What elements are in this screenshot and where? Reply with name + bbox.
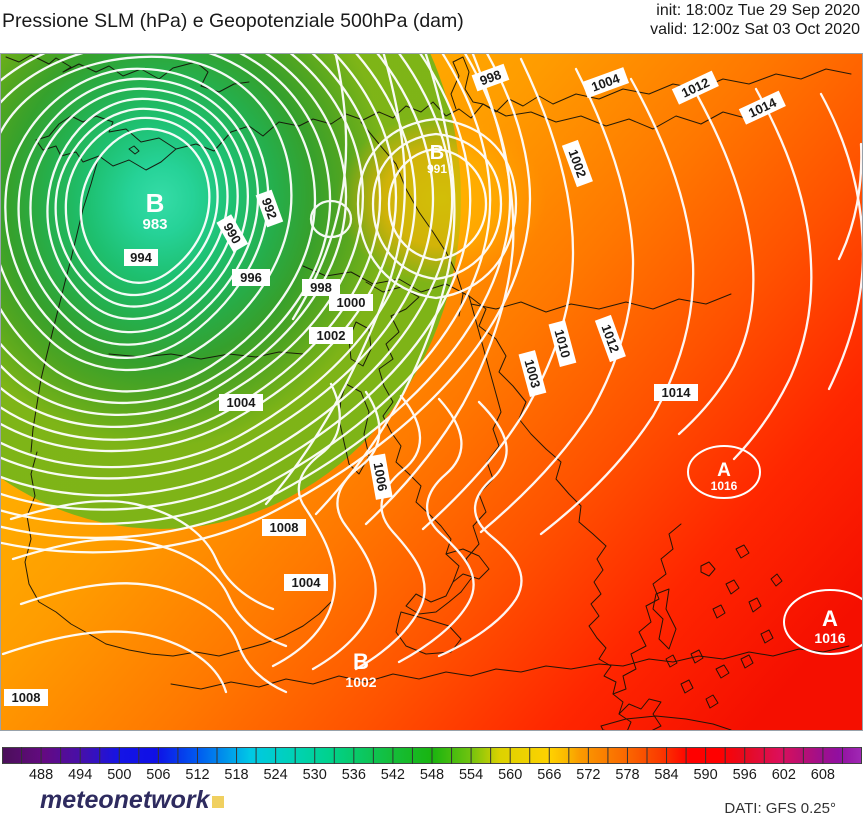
svg-text:1002: 1002 xyxy=(345,674,376,690)
svg-text:994: 994 xyxy=(130,250,152,265)
svg-text:1016: 1016 xyxy=(814,630,845,646)
svg-text:B: B xyxy=(430,142,444,164)
svg-text:A: A xyxy=(822,606,838,631)
svg-text:1014: 1014 xyxy=(662,385,692,400)
svg-text:996: 996 xyxy=(240,270,262,285)
svg-text:B: B xyxy=(353,649,369,674)
svg-text:998: 998 xyxy=(310,280,332,295)
svg-text:1016: 1016 xyxy=(711,479,738,493)
svg-text:A: A xyxy=(717,460,731,481)
svg-text:983: 983 xyxy=(142,216,167,233)
svg-text:1004: 1004 xyxy=(292,575,322,590)
svg-text:1002: 1002 xyxy=(317,328,346,343)
svg-text:1008: 1008 xyxy=(270,520,299,535)
svg-text:1008: 1008 xyxy=(12,690,41,705)
svg-text:1004: 1004 xyxy=(227,395,257,410)
svg-text:B: B xyxy=(146,188,165,218)
svg-text:1000: 1000 xyxy=(337,295,366,310)
svg-text:991: 991 xyxy=(427,162,447,176)
